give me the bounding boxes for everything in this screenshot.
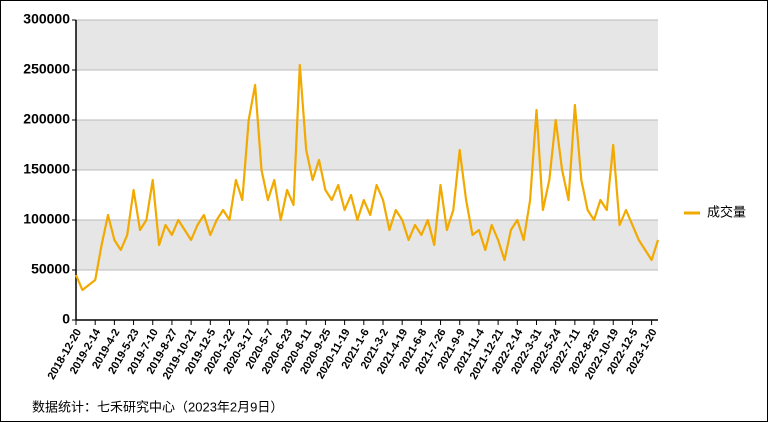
legend-label: 成交量 [707, 204, 746, 219]
y-tick-label: 100000 [23, 211, 70, 227]
y-tick-label: 0 [62, 311, 70, 327]
grid-band [76, 220, 658, 270]
y-tick-label: 50000 [31, 261, 70, 277]
data-line [74, 63, 660, 292]
y-tick-label: 150000 [23, 161, 70, 177]
y-tick-label: 300000 [23, 11, 70, 27]
y-tick-label: 250000 [23, 61, 70, 77]
y-tick-label: 200000 [23, 111, 70, 127]
grid-band [76, 20, 658, 70]
source-note: 数据统计：七禾研究中心（2023年2月9日） [32, 399, 283, 414]
